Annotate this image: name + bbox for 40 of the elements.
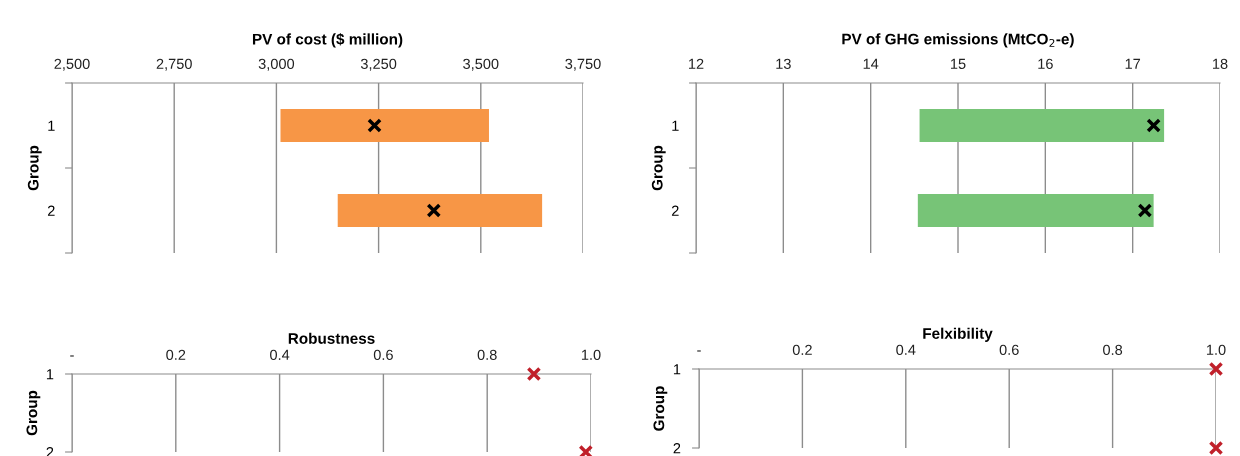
x-tick-label: 0.4 [896,344,916,356]
x-tick-label: 0.6 [999,344,1019,356]
x-tick-label: 0.6 [373,349,393,361]
chart-title: PV of cost ($ million) [252,33,403,48]
y-axis-title: Group [27,145,42,191]
y-axis-title: Group [651,145,666,191]
y-tick-label: 1 [673,364,681,375]
x-tick-label: 13 [776,58,791,70]
y-axis-title: Group [653,386,668,431]
x-tick-label: 12 [689,58,704,69]
y-tick-label: 1 [48,120,55,131]
x-tick-label: 2,750 [156,58,192,71]
x-tick-label: 3,750 [565,58,601,71]
y-tick-label: 1 [46,369,54,380]
x-tick-label: 3,000 [258,58,295,71]
x-tick-label: - [70,355,74,357]
x-tick-label: 17 [1125,58,1141,69]
x-tick-label: 16 [1038,58,1053,70]
x-tick-label: 1.0 [1206,344,1226,356]
x-tick-label: 3,500 [463,58,499,71]
x-tick-label: 0.2 [166,349,186,361]
x-tick-label: 0.8 [1103,344,1123,356]
chart-title: Felxibility [923,327,993,342]
x-tick-label: 1.0 [581,349,601,361]
x-tick-label: 15 [951,58,966,70]
x-tick-label: 0.8 [477,349,497,361]
y-axis-title: Group [26,390,41,436]
x-tick-label: 18 [1213,58,1228,70]
y-tick-label: 2 [47,205,55,216]
y-tick-label: 1 [672,120,679,131]
y-tick-label: 2 [671,205,679,216]
x-tick-label: 2,500 [54,58,90,71]
x-tick-label: 0.4 [270,349,290,361]
y-tick-label: 2 [673,443,681,454]
x-tick-label: 14 [863,58,879,69]
chart-title: PV of GHG emissions (MtCO$_{2}$-e) [842,33,1074,48]
chart-title: Robustness [288,332,375,344]
x-tick-label: 0.2 [792,344,812,356]
x-tick-label: 3,250 [360,58,397,71]
x-tick-label: - [697,350,701,352]
